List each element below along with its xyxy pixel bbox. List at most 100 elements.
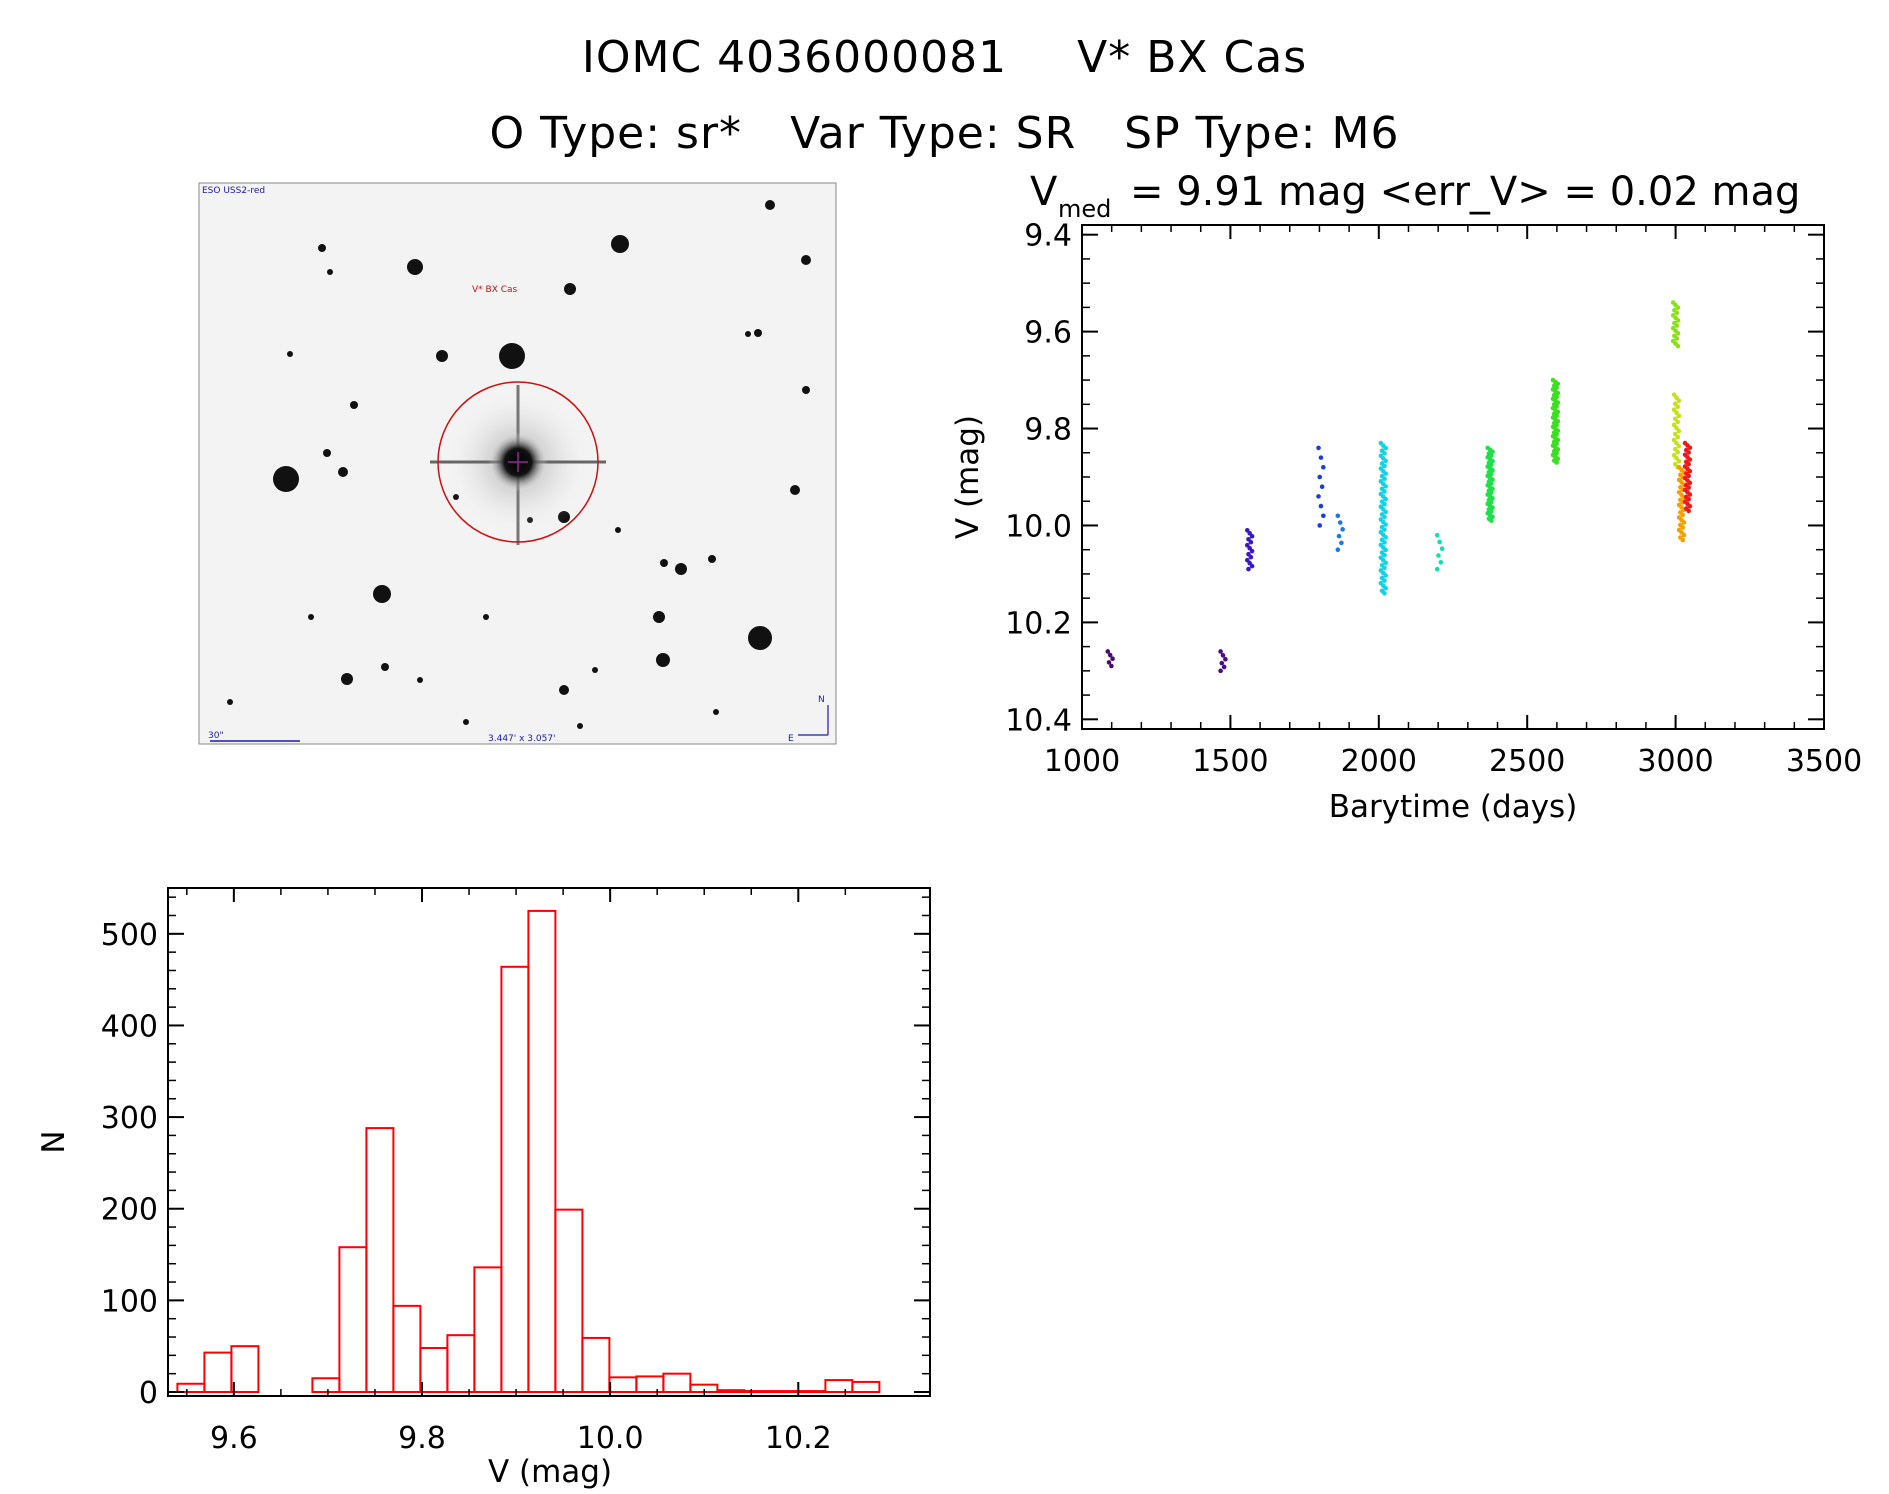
scale-label: 30" <box>208 731 224 741</box>
lc-point <box>1687 457 1693 462</box>
hist-bar <box>446 1334 476 1393</box>
hist-axes: 9.6 9.8 10.0 10.2 0 100 200 300 400 500 <box>101 888 930 1456</box>
lc-point <box>1675 434 1680 440</box>
lc-point <box>1383 496 1388 502</box>
lc-point <box>1555 418 1561 424</box>
lc-point <box>1489 471 1494 477</box>
lc-ytick-label: 9.4 <box>1024 219 1072 254</box>
lc-point <box>1382 514 1387 520</box>
field-star <box>341 673 353 685</box>
lc-point <box>1382 501 1387 507</box>
lc-point <box>1335 547 1341 552</box>
lc-point <box>1335 513 1341 519</box>
lc-point <box>1687 480 1693 486</box>
hist-ytick-label: 400 <box>101 1009 158 1044</box>
lc-point <box>1490 449 1495 454</box>
lc-point <box>1382 540 1387 545</box>
field-star <box>790 485 800 495</box>
lc-point <box>1106 660 1112 665</box>
field-star <box>592 667 598 673</box>
hist-xtick-label: 10.2 <box>765 1421 832 1456</box>
hist-xtick-label: 10.0 <box>577 1421 644 1456</box>
hist-bar <box>608 1376 638 1393</box>
lc-point <box>1336 533 1342 539</box>
field-star <box>273 466 299 492</box>
lc-ytick-label: 9.8 <box>1024 413 1072 448</box>
lc-ytick-label: 10.4 <box>1005 703 1072 738</box>
hist-bar <box>203 1351 233 1393</box>
lc-point <box>1317 474 1323 480</box>
lc-xtick-label: 1000 <box>1044 744 1120 779</box>
lc-title-v: V <box>1030 169 1058 215</box>
lc-point <box>1489 518 1494 523</box>
lc-point <box>1554 413 1559 418</box>
lc-ytick-label: 10.0 <box>1005 509 1072 544</box>
lc-point <box>1339 540 1344 546</box>
hist-bar <box>527 909 557 1394</box>
lc-point <box>1674 310 1680 316</box>
hist-bar <box>662 1372 692 1394</box>
lc-point <box>1555 447 1561 452</box>
hist-bar <box>716 1389 746 1393</box>
lc-point <box>1489 499 1494 505</box>
lc-point <box>1383 547 1388 553</box>
lc-point <box>1490 467 1495 473</box>
lc-point <box>1687 445 1693 451</box>
lc-point <box>1554 385 1559 390</box>
lc-point <box>1555 409 1561 415</box>
field-star <box>417 677 423 683</box>
field-star <box>381 663 389 671</box>
lc-point <box>1554 460 1559 465</box>
lc-point <box>1490 514 1495 520</box>
lc-point <box>1687 468 1693 474</box>
field-star <box>748 626 772 650</box>
lc-point <box>1489 462 1494 467</box>
hist-bar <box>851 1380 881 1394</box>
field-star <box>577 723 583 729</box>
lc-ytick-label: 9.6 <box>1024 316 1072 351</box>
lc-point <box>1675 318 1681 323</box>
lc-point <box>1110 656 1115 662</box>
lc-point <box>1437 539 1442 545</box>
field-star <box>373 585 391 603</box>
lc-point <box>1434 532 1440 538</box>
field-star <box>323 449 331 457</box>
lc-axes: 1000 1500 2000 2500 3000 3500 9.4 9.6 9.8 10.0 10.… <box>1005 219 1862 779</box>
hist-ytick-label: 500 <box>101 918 158 953</box>
hist-bar <box>554 1208 584 1394</box>
lc-point <box>1490 458 1495 464</box>
lc-xlabel: Barytime (days) <box>1329 789 1578 825</box>
lc-point <box>1686 461 1691 467</box>
lc-point <box>1490 486 1495 492</box>
lc-point <box>1554 422 1559 428</box>
lc-title-sub: med <box>1058 195 1111 223</box>
lc-point <box>1218 649 1223 654</box>
lc-point <box>1675 419 1680 425</box>
field-star <box>801 255 811 265</box>
lc-point <box>1438 559 1444 565</box>
lc-point <box>1223 656 1228 662</box>
field-star <box>745 331 751 337</box>
field-star <box>327 269 333 275</box>
lc-point <box>1382 463 1387 469</box>
lc-point <box>1321 513 1326 519</box>
lc-point <box>1675 449 1680 455</box>
lc-point <box>1489 508 1494 514</box>
lc-point <box>1675 343 1681 349</box>
lc-point <box>1249 533 1255 539</box>
field-star <box>765 200 775 210</box>
lc-ytick-label: 10.2 <box>1005 606 1072 641</box>
field-star <box>559 685 569 695</box>
target-circle <box>437 381 599 543</box>
lc-point <box>1555 390 1561 396</box>
field-star <box>407 259 423 275</box>
lc-point <box>1686 485 1691 490</box>
lc-point <box>1383 534 1388 540</box>
field-star <box>287 351 293 357</box>
lc-point <box>1382 552 1387 558</box>
lc-point <box>1318 455 1324 460</box>
star-id: IOMC 4036000081 <box>581 32 1008 83</box>
lc-point <box>1555 400 1561 405</box>
lc-point <box>1382 527 1387 532</box>
